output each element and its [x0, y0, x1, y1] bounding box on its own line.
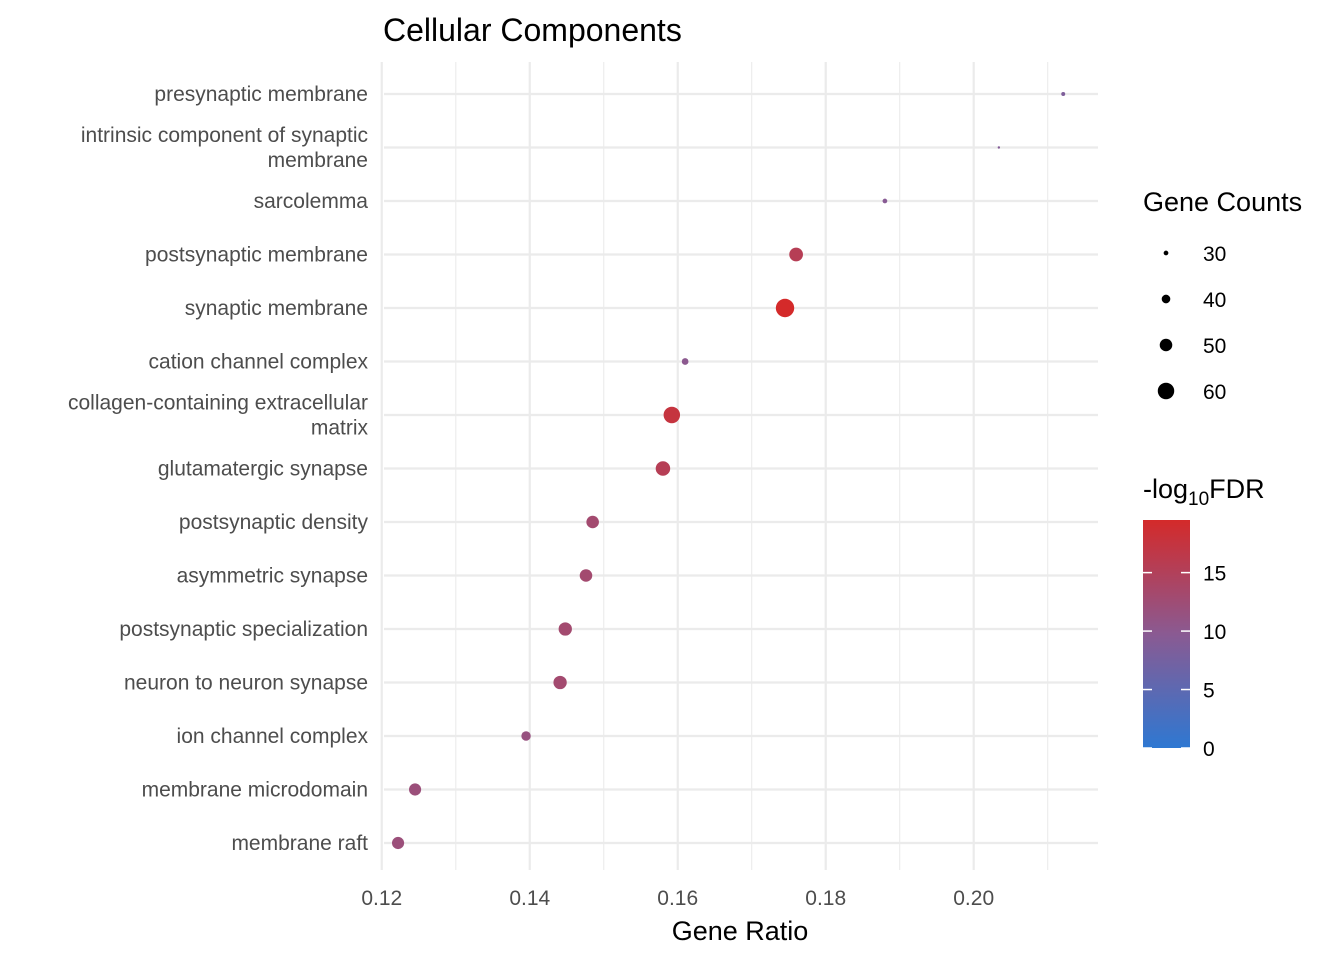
category-label: asymmetric synapse	[177, 565, 368, 588]
data-point	[579, 569, 593, 582]
grid-lines	[380, 62, 1098, 870]
data-point	[391, 836, 405, 850]
category-label: membrane raft	[231, 832, 368, 855]
category-label: neuron to neuron synapse	[124, 672, 368, 695]
data-point	[521, 731, 531, 741]
x-tick-label: 0.20	[953, 887, 994, 910]
legend-size-key	[1163, 250, 1169, 256]
color-bar-tick-label: 0	[1203, 738, 1215, 761]
color-bar-tick-label: 15	[1203, 563, 1226, 586]
chart-title: Cellular Components	[383, 12, 682, 48]
legend-size-key	[1159, 338, 1173, 352]
legend-size-key	[1157, 382, 1175, 400]
category-label: postsynaptic specialization	[119, 618, 368, 641]
data-points	[391, 92, 1066, 850]
data-point	[655, 461, 671, 476]
color-bar	[1143, 520, 1190, 748]
category-label: ion channel complex	[177, 725, 369, 748]
legend-size-label: 60	[1203, 381, 1226, 404]
category-label: synaptic membrane	[185, 297, 368, 320]
legend-gene-counts: Gene Counts 30 40 50 60	[1143, 187, 1302, 404]
category-label: postsynaptic density	[179, 511, 369, 534]
category-label: sarcolemma	[254, 190, 369, 213]
category-label: intrinsic component of synaptic membrane	[81, 124, 368, 172]
legend-size-key	[1161, 294, 1171, 304]
legend-size-label: 30	[1203, 243, 1226, 266]
category-label: glutamatergic synapse	[158, 458, 368, 481]
x-axis-ticks: 0.12 0.14 0.16 0.18 0.20	[361, 887, 994, 910]
color-bar-tick-label: 10	[1203, 621, 1226, 644]
legend-gene-counts-title: Gene Counts	[1143, 187, 1302, 217]
y-axis-category-labels: presynaptic membrane intrinsic component …	[68, 83, 369, 855]
data-point	[1061, 92, 1066, 96]
category-label: presynaptic membrane	[154, 83, 368, 106]
x-tick-label: 0.14	[509, 887, 550, 910]
data-point	[663, 406, 681, 424]
legend-fdr-title-prefix: -log	[1143, 474, 1188, 504]
data-point	[882, 198, 888, 204]
data-point	[775, 298, 795, 318]
data-point	[997, 146, 1001, 149]
color-bar-tick-label: 5	[1203, 680, 1215, 703]
x-tick-label: 0.16	[657, 887, 698, 910]
category-label: collagen-containing extracellular matrix	[68, 392, 369, 440]
x-axis-title: Gene Ratio	[672, 916, 809, 946]
data-point	[558, 622, 572, 636]
data-point	[681, 358, 689, 365]
data-point	[553, 675, 567, 690]
legend-size-label: 40	[1203, 289, 1226, 312]
category-label: membrane microdomain	[142, 779, 368, 802]
legend-fdr-title: -log10FDR	[1143, 474, 1265, 510]
category-label: cation channel complex	[149, 351, 369, 374]
data-point	[586, 515, 599, 529]
legend-fdr-title-suffix: FDR	[1209, 474, 1265, 504]
x-tick-label: 0.12	[361, 887, 402, 910]
legend-fdr-title-subscript: 10	[1188, 489, 1209, 510]
category-label: postsynaptic membrane	[145, 244, 368, 267]
data-point	[408, 783, 422, 796]
data-point	[789, 247, 803, 262]
x-tick-label: 0.18	[805, 887, 846, 910]
legend-size-label: 50	[1203, 335, 1226, 358]
